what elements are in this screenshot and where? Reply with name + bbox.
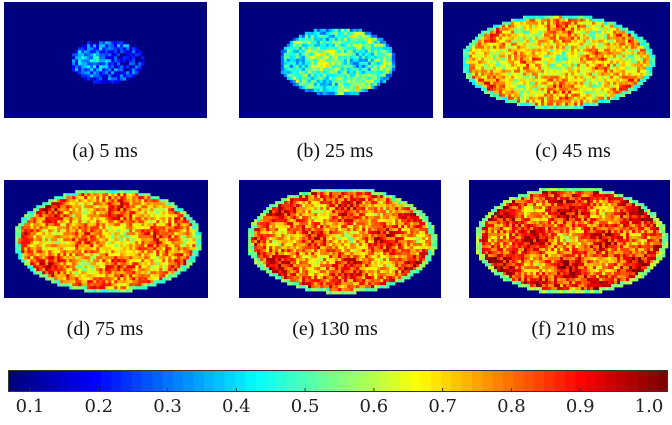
colorbar-tick-label-5: 0.6 xyxy=(360,396,389,417)
colorbar-tick-label-1: 0.2 xyxy=(84,396,113,417)
colorbar-tick-label-3: 0.4 xyxy=(222,396,251,417)
colorbar-tick-label-0: 0.1 xyxy=(16,396,45,417)
field-ellipse-e xyxy=(248,189,437,294)
caption-e: (e) 130 ms xyxy=(240,318,430,341)
colorbar-tick-label-4: 0.5 xyxy=(291,396,320,417)
field-image-a xyxy=(4,2,207,118)
caption-d: (d) 75 ms xyxy=(10,318,200,341)
field-image-c xyxy=(443,2,670,118)
panel-a xyxy=(4,2,207,118)
colorbar xyxy=(8,370,668,392)
colorbar-tick-label-8: 0.9 xyxy=(566,396,595,417)
caption-b: (b) 25 ms xyxy=(240,140,430,163)
caption-c: (c) 45 ms xyxy=(478,140,668,163)
caption-a: (a) 5 ms xyxy=(10,140,200,163)
caption-f: (f) 210 ms xyxy=(478,318,668,341)
panel-b xyxy=(239,2,433,118)
panel-f xyxy=(469,180,670,298)
panel-c xyxy=(443,2,670,118)
field-image-b xyxy=(239,2,433,118)
field-ellipse-b xyxy=(281,29,395,95)
colorbar-tick-label-9: 1.0 xyxy=(635,396,664,417)
panel-e xyxy=(239,180,441,298)
field-ellipse-d xyxy=(15,190,201,292)
field-image-d xyxy=(4,180,208,298)
field-ellipse-a xyxy=(72,41,144,83)
panel-d xyxy=(4,180,208,298)
colorbar-tick-label-2: 0.3 xyxy=(153,396,182,417)
field-image-f xyxy=(469,180,670,298)
colorbar-tick-label-6: 0.7 xyxy=(428,396,457,417)
field-image-e xyxy=(239,180,441,298)
field-ellipse-f xyxy=(476,188,668,293)
colorbar-tick-label-7: 0.8 xyxy=(497,396,526,417)
